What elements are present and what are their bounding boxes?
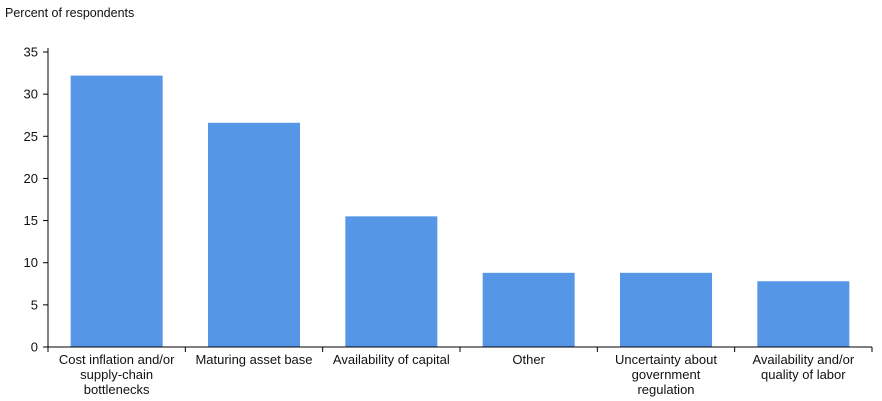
axes: [47, 48, 873, 352]
x-category-label: Cost inflation and/or: [59, 352, 175, 367]
bar: [482, 272, 575, 347]
y-tick-label: 15: [24, 213, 38, 228]
y-axis-ticks: 0 5 10 15 20 25 30 35: [24, 45, 48, 355]
y-axis-label: Percent of respondents: [5, 6, 134, 20]
bar: [345, 216, 438, 347]
bar: [70, 75, 163, 347]
y-tick-label: 5: [31, 297, 38, 312]
x-category-label: supply-chain: [80, 367, 153, 382]
x-category-label: Other: [512, 352, 545, 367]
y-tick-label: 20: [24, 171, 38, 186]
x-category-label: quality of labor: [761, 367, 846, 382]
bar: [208, 122, 300, 347]
y-tick-label: 35: [24, 45, 38, 60]
bar: [757, 281, 850, 347]
x-axis-labels: Cost inflation and/orsupply-chainbottlen…: [59, 352, 855, 397]
x-category-label: Maturing asset base: [195, 352, 312, 367]
y-tick-label: 10: [24, 255, 38, 270]
x-category-label: Uncertainty about: [615, 352, 717, 367]
x-category-label: Availability and/or: [753, 352, 855, 367]
x-category-label: regulation: [637, 382, 694, 397]
bar: [620, 272, 712, 347]
y-tick-label: 30: [24, 87, 38, 102]
x-category-label: bottlenecks: [84, 382, 150, 397]
x-category-label: Availability of capital: [333, 352, 450, 367]
y-tick-label: 25: [24, 129, 38, 144]
y-tick-label: 0: [31, 340, 38, 355]
x-category-label: government: [632, 367, 701, 382]
bars: [70, 75, 850, 347]
